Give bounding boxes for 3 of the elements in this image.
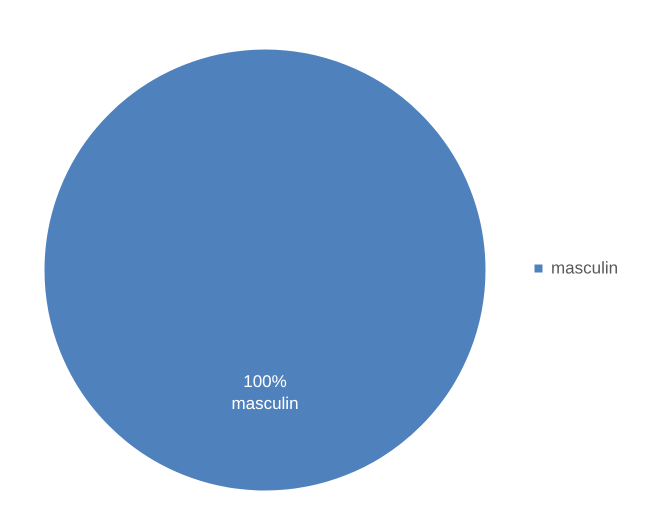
slice-label: masculin: [231, 394, 299, 414]
legend-label: masculin: [551, 258, 618, 278]
data-label: 100%: [243, 372, 287, 392]
